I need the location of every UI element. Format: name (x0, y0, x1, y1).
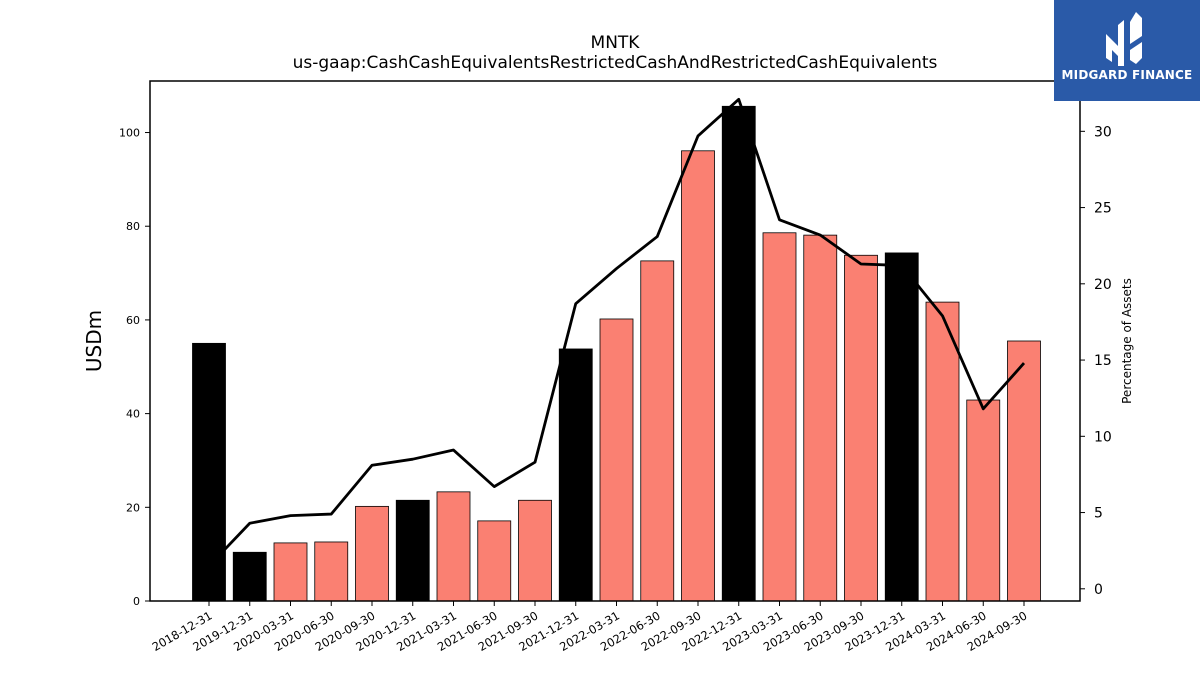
y2-tick-label: 30 (1094, 124, 1112, 140)
chart-title: MNTK (591, 33, 641, 53)
y-tick-label: 40 (126, 408, 140, 421)
percentage-line (207, 97, 1026, 567)
bar (436, 491, 471, 602)
y-tick-label: 80 (126, 220, 140, 233)
chart-subtitle: us-gaap:CashCashEquivalentsRestrictedCas… (293, 53, 938, 73)
y-tick-label: 100 (119, 127, 140, 140)
x-axis-ticks: 2018-12-312019-12-312020-03-312020-06-30… (150, 601, 1030, 654)
bar (966, 399, 1001, 602)
bar (232, 551, 267, 602)
bar (640, 260, 675, 602)
y2-tick-label: 20 (1094, 277, 1112, 293)
bar (558, 348, 593, 602)
bar (599, 318, 634, 602)
bar (273, 542, 308, 602)
bar (518, 499, 552, 602)
y2-tick-label: 25 (1094, 201, 1112, 217)
bar (681, 150, 715, 602)
plot-frame (149, 80, 1081, 602)
bar-series (192, 105, 1041, 602)
logo-text: MIDGARD FINANCE (1061, 68, 1193, 82)
bar (314, 541, 349, 602)
midgard-logo-icon (1106, 12, 1142, 66)
y2-axis-label: Percentage of Assets (1120, 278, 1134, 404)
y-tick-label: 0 (133, 595, 140, 608)
y2-tick-label: 15 (1094, 353, 1112, 369)
bar (1007, 340, 1041, 602)
bar (844, 254, 878, 602)
y-axis-label: USDm (82, 310, 106, 372)
left-axis-ticks: 0 20 40 60 80 100 (119, 127, 150, 608)
y2-tick-label: 5 (1094, 506, 1103, 522)
bar (355, 505, 389, 602)
logo: MIDGARD FINANCE (1054, 0, 1200, 101)
bar (762, 232, 797, 602)
bar (395, 499, 430, 602)
bar (192, 342, 226, 602)
bar (884, 252, 919, 602)
y2-tick-label: 10 (1094, 429, 1112, 445)
bar (925, 301, 960, 602)
y-tick-label: 60 (126, 314, 140, 327)
bar (721, 105, 756, 602)
y2-tick-label: 0 (1094, 582, 1103, 598)
bar (477, 520, 512, 602)
right-axis-ticks: 0 5 10 15 20 25 30 (1080, 124, 1112, 598)
bar (803, 234, 838, 602)
y-tick-label: 20 (126, 501, 140, 514)
